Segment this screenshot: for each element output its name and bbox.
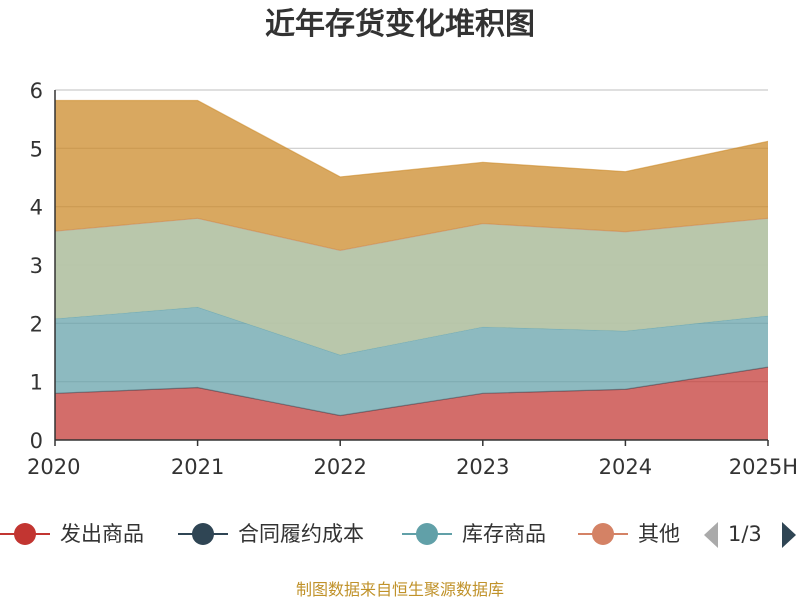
y-tick-label: 1: [30, 371, 43, 395]
series-line: [55, 99, 769, 178]
axes: 0 1 2 3 4 5 6 2020 2021 2022 2023 2024 2025H: [27, 79, 798, 479]
x-tick-label: 2025H: [729, 455, 798, 479]
data-source-note: 制图数据来自恒生聚源数据库: [295, 580, 504, 599]
y-tick-label: 5: [30, 137, 43, 161]
triangle-left-icon[interactable]: [700, 520, 722, 550]
y-tick-label: 0: [30, 429, 43, 453]
y-tick-label: 6: [30, 79, 43, 103]
legend-label: 发出商品: [60, 522, 144, 546]
x-tick-label: 2020: [27, 455, 80, 479]
legend-swatch-icon: [178, 523, 228, 545]
legend-page-indicator: 1/3: [728, 522, 762, 546]
legend-label: 其他: [638, 522, 680, 546]
y-tick-label: 2: [30, 312, 43, 336]
y-tick-label: 4: [30, 196, 43, 220]
area-发出商品[interactable]: [55, 367, 768, 440]
area-series: [54, 99, 769, 440]
legend-label: 库存商品: [462, 522, 546, 546]
x-tick-label: 2021: [171, 455, 224, 479]
legend-swatch-icon: [402, 523, 452, 545]
x-tick-label: 2024: [599, 455, 652, 479]
area-series-4[interactable]: [55, 100, 768, 251]
legend: 发出商品 合同履约成本 库存商品 其他 1/3: [0, 514, 800, 554]
chart-title: 近年存货变化堆积图: [265, 7, 535, 42]
legend-swatch-icon: [0, 523, 50, 545]
area-其他[interactable]: [55, 218, 768, 355]
y-tick-label: 3: [30, 254, 43, 278]
triangle-right-icon[interactable]: [778, 520, 800, 550]
legend-swatch-icon: [578, 523, 628, 545]
x-tick-label: 2022: [313, 455, 366, 479]
legend-pager: 1/3: [700, 514, 800, 554]
area-库存商品[interactable]: [55, 307, 768, 416]
legend-label: 合同履约成本: [238, 522, 364, 546]
x-tick-label: 2023: [456, 455, 509, 479]
